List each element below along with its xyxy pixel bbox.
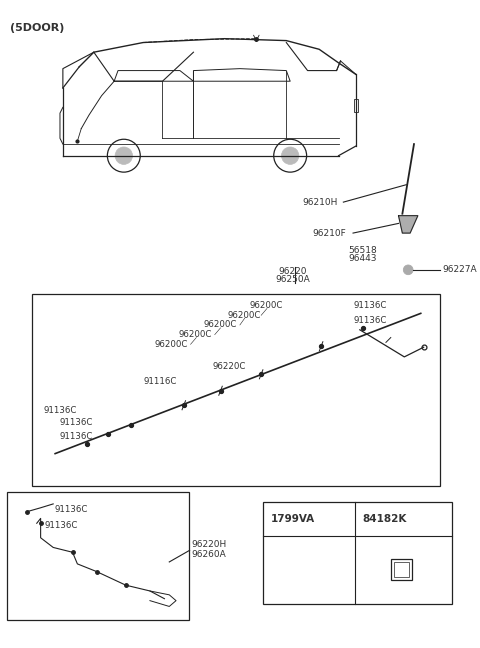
Text: 91116C: 91116C	[143, 376, 177, 386]
Text: 96200C: 96200C	[203, 321, 237, 329]
Text: 91136C: 91136C	[353, 316, 386, 325]
Text: 96200C: 96200C	[155, 340, 188, 349]
Text: 96200C: 96200C	[179, 330, 212, 339]
Text: 91136C: 91136C	[45, 521, 78, 529]
Bar	[354, 98, 358, 112]
Polygon shape	[398, 216, 418, 233]
Text: 56518: 56518	[348, 246, 377, 255]
Text: 96200C: 96200C	[228, 311, 261, 320]
Text: 91136C: 91136C	[353, 301, 386, 310]
Text: 96443: 96443	[348, 254, 377, 262]
Text: 96220: 96220	[278, 267, 307, 276]
Circle shape	[115, 147, 132, 165]
Bar	[263, 502, 452, 603]
Bar	[394, 562, 409, 577]
Text: 96210F: 96210F	[312, 229, 346, 238]
Text: 91136C: 91136C	[54, 505, 87, 515]
Circle shape	[281, 147, 299, 165]
Text: 96260A: 96260A	[192, 550, 226, 559]
Text: 96227A: 96227A	[442, 265, 477, 274]
Circle shape	[403, 265, 413, 275]
Text: 91136C: 91136C	[60, 418, 93, 427]
Text: 96250A: 96250A	[276, 275, 311, 284]
Bar	[32, 294, 440, 485]
Text: 84182K: 84182K	[363, 515, 407, 524]
Text: 96220C: 96220C	[213, 362, 246, 371]
Text: (5DOOR): (5DOOR)	[10, 23, 64, 33]
Bar	[391, 559, 412, 581]
Text: 96210H: 96210H	[303, 198, 338, 207]
Text: 96200C: 96200C	[250, 301, 283, 310]
Text: 96220H: 96220H	[192, 540, 227, 549]
Text: 91136C: 91136C	[60, 432, 93, 441]
Text: 1799VA: 1799VA	[271, 515, 315, 524]
Text: 91136C: 91136C	[44, 406, 77, 415]
Bar	[7, 492, 189, 620]
